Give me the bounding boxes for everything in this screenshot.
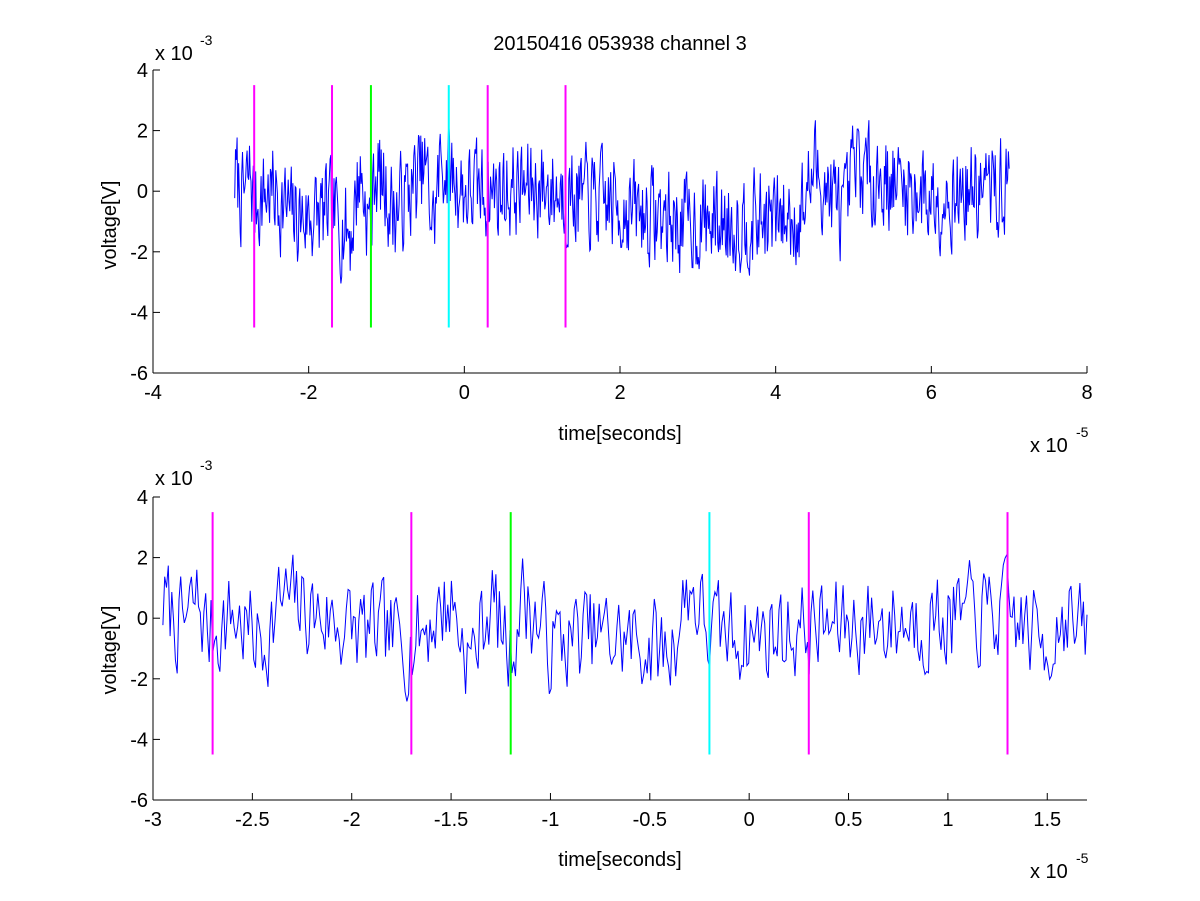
bottom-x-tick-label: 0.5 <box>835 809 863 831</box>
top-x-exponent-power: -5 <box>1076 424 1089 440</box>
top-x-tick-label: 2 <box>614 382 625 404</box>
bottom-y-tick-label: -4 <box>130 729 148 751</box>
top-y-tick-label: -6 <box>130 363 148 385</box>
bottom-plot-panel: x 10 -3 x 10 -5 time[seconds] voltage[V]… <box>99 457 1089 883</box>
bottom-x-exponent-base: x 10 <box>1030 861 1068 883</box>
bottom-x-tick-label: -3 <box>144 809 162 831</box>
bottom-x-tick-label: 1 <box>942 809 953 831</box>
bottom-signal-trace <box>162 552 1088 702</box>
top-x-axis-label: time[seconds] <box>558 423 681 445</box>
bottom-y-axis-label: voltage[V] <box>99 606 121 695</box>
bottom-x-tick-label: -2 <box>343 809 361 831</box>
top-y-tick-label: -4 <box>130 302 148 324</box>
top-plot-panel: x 10 -3 x 10 -5 time[seconds] voltage[V]… <box>99 32 1093 457</box>
bottom-y-exponent-base: x 10 <box>155 468 193 490</box>
top-x-tick-label: 8 <box>1081 382 1092 404</box>
top-y-tick-label: 2 <box>137 121 148 143</box>
top-signal-trace <box>234 120 1010 284</box>
bottom-x-exponent-power: -5 <box>1076 850 1089 866</box>
bottom-x-tick-label: -2.5 <box>235 809 269 831</box>
bottom-x-tick-label: 1.5 <box>1033 809 1061 831</box>
bottom-y-tick-label: 2 <box>137 548 148 570</box>
top-x-exponent-base: x 10 <box>1030 435 1068 457</box>
top-y-tick-label: 0 <box>137 181 148 203</box>
bottom-x-tick-label: -1.5 <box>434 809 468 831</box>
bottom-x-tick-label: 0 <box>744 809 755 831</box>
top-y-tick-label: 4 <box>137 60 148 82</box>
top-x-tick-label: -4 <box>144 382 162 404</box>
bottom-x-tick-label: -1 <box>542 809 560 831</box>
bottom-x-tick-label: -0.5 <box>633 809 667 831</box>
top-y-axis-label: voltage[V] <box>99 181 121 270</box>
top-y-exponent-base: x 10 <box>155 43 193 65</box>
bottom-y-exponent-power: -3 <box>200 457 213 473</box>
bottom-y-tick-label: 0 <box>137 608 148 630</box>
top-x-tick-label: 0 <box>459 382 470 404</box>
top-y-tick-label: -2 <box>130 242 148 264</box>
top-x-tick-label: 6 <box>926 382 937 404</box>
top-y-exponent-power: -3 <box>200 32 213 48</box>
top-x-tick-label: 4 <box>770 382 781 404</box>
bottom-y-tick-label: 4 <box>137 487 148 509</box>
bottom-y-tick-label: -2 <box>130 669 148 691</box>
figure-title: 20150416 053938 channel 3 <box>493 33 747 55</box>
top-x-tick-label: -2 <box>300 382 318 404</box>
bottom-y-tick-label: -6 <box>130 790 148 812</box>
bottom-x-axis-label: time[seconds] <box>558 849 681 871</box>
